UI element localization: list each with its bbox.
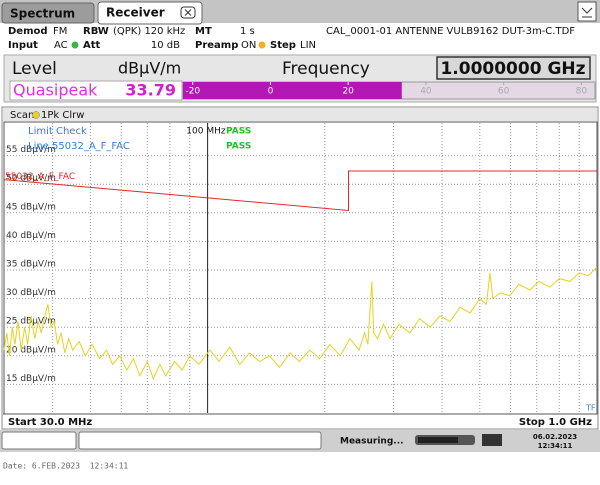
level-bar-tick-label: 60 — [498, 87, 510, 97]
setting-value: 10 dB — [151, 40, 180, 51]
plot: 15 dBµV/m 20 dBµV/m 25 dBµV/m 30 dBµV/m 35 d… — [3, 123, 598, 413]
level-reading: 33.79 — [125, 81, 176, 100]
y-tick-label: 15 dBµV/m — [6, 374, 56, 384]
frequency-label: Frequency — [282, 59, 370, 79]
menu-button[interactable] — [577, 1, 597, 22]
level-bar-tick-label: 20 — [342, 87, 354, 97]
close-icon — [184, 9, 192, 16]
level-bar-tick-label: 80 — [576, 87, 588, 97]
series-line — [3, 266, 598, 381]
level-bar-tick-label: -20 — [185, 87, 200, 97]
setting-value: (QPK) 120 kHz — [113, 26, 185, 37]
setting-value: FM — [53, 26, 67, 37]
series-line — [3, 170, 597, 212]
legend-dot — [32, 111, 40, 119]
level-label: Level — [12, 59, 57, 79]
setting-label: RBW — [83, 26, 109, 37]
level-unit: dBµV/m — [118, 59, 181, 78]
chart-header — [3, 108, 597, 121]
frequency-value: 1.0000000 GHz — [440, 59, 585, 79]
setting-value: ON — [241, 40, 256, 51]
corner-label: TF — [585, 404, 596, 413]
marker-label: 100 MHz — [186, 127, 226, 137]
plot-area — [3, 121, 598, 415]
detector-box — [9, 80, 183, 101]
y-tick-label: 30 dBµV/m — [6, 288, 56, 298]
limit-line-name: Line 55032_A_F_FAC — [28, 141, 130, 152]
status-dot — [71, 41, 79, 49]
level-bar-tick-label: 0 — [268, 87, 274, 97]
status-field — [1, 431, 77, 450]
tab[interactable] — [97, 1, 203, 25]
setting-label: Preamp — [195, 40, 238, 51]
status-date: 06.02.2023 — [533, 433, 577, 441]
setting-label: Att — [83, 40, 101, 51]
settings: Demod FM RBW (QPK) 120 kHz MT 1 s CAL_00… — [8, 26, 575, 51]
limit-check-title: Limit Check — [28, 126, 87, 137]
x-start: Start 30.0 MHz — [8, 417, 92, 428]
setting-label: MT — [195, 26, 212, 37]
detector: Quasipeak — [13, 81, 98, 100]
setting-label: Step — [270, 40, 296, 51]
x-stop: Stop 1.0 GHz — [519, 417, 592, 428]
progress-fill — [418, 437, 458, 443]
setting-value: 1 s — [240, 26, 255, 37]
setting-value: AC — [54, 40, 68, 51]
legend-label: 1Pk Clrw — [41, 110, 84, 121]
level-bar-tick-label: 40 — [420, 87, 432, 97]
tab-label: Spectrum — [10, 7, 75, 21]
transducer: CAL_0001-01 ANTENNE VULB9162 DUT-3m-C.TD… — [326, 26, 575, 37]
remote-icon — [482, 434, 502, 446]
scan-label: Scan — [10, 110, 34, 121]
setting-value: LIN — [300, 40, 316, 51]
footer-date: Date: 6.FEB.2023 12:34:11 — [3, 462, 128, 471]
limit-line-result: PASS — [226, 142, 251, 152]
limit-line-label: 55032_A_F_FAC — [5, 172, 75, 182]
y-tick-label: 20 dBµV/m — [6, 345, 56, 355]
y-tick-label: 35 dBµV/m — [6, 260, 56, 270]
status-time: 12:34:11 — [538, 442, 573, 450]
level-bar: -20 0 20 40 60 80 — [182, 81, 596, 100]
status-field — [78, 431, 322, 450]
status-state: Measuring... — [340, 437, 404, 447]
y-tick-label: 55 dBµV/m — [6, 145, 56, 155]
y-tick-label: 50 dBµV/m — [6, 174, 56, 184]
tab[interactable] — [1, 2, 95, 24]
y-tick-label: 45 dBµV/m — [6, 202, 56, 212]
y-tick-label: 40 dBµV/m — [6, 231, 56, 241]
y-tick-label: 25 dBµV/m — [6, 317, 56, 327]
frequency-box[interactable] — [436, 56, 591, 80]
menu-icon — [581, 7, 593, 18]
limit-check-result: PASS — [226, 127, 251, 137]
level-bar-fill — [183, 82, 402, 99]
setting-label: Demod — [8, 26, 48, 37]
tab-label: Receiver — [106, 6, 165, 20]
setting-label: Input — [8, 40, 38, 51]
status-dot — [258, 41, 266, 49]
